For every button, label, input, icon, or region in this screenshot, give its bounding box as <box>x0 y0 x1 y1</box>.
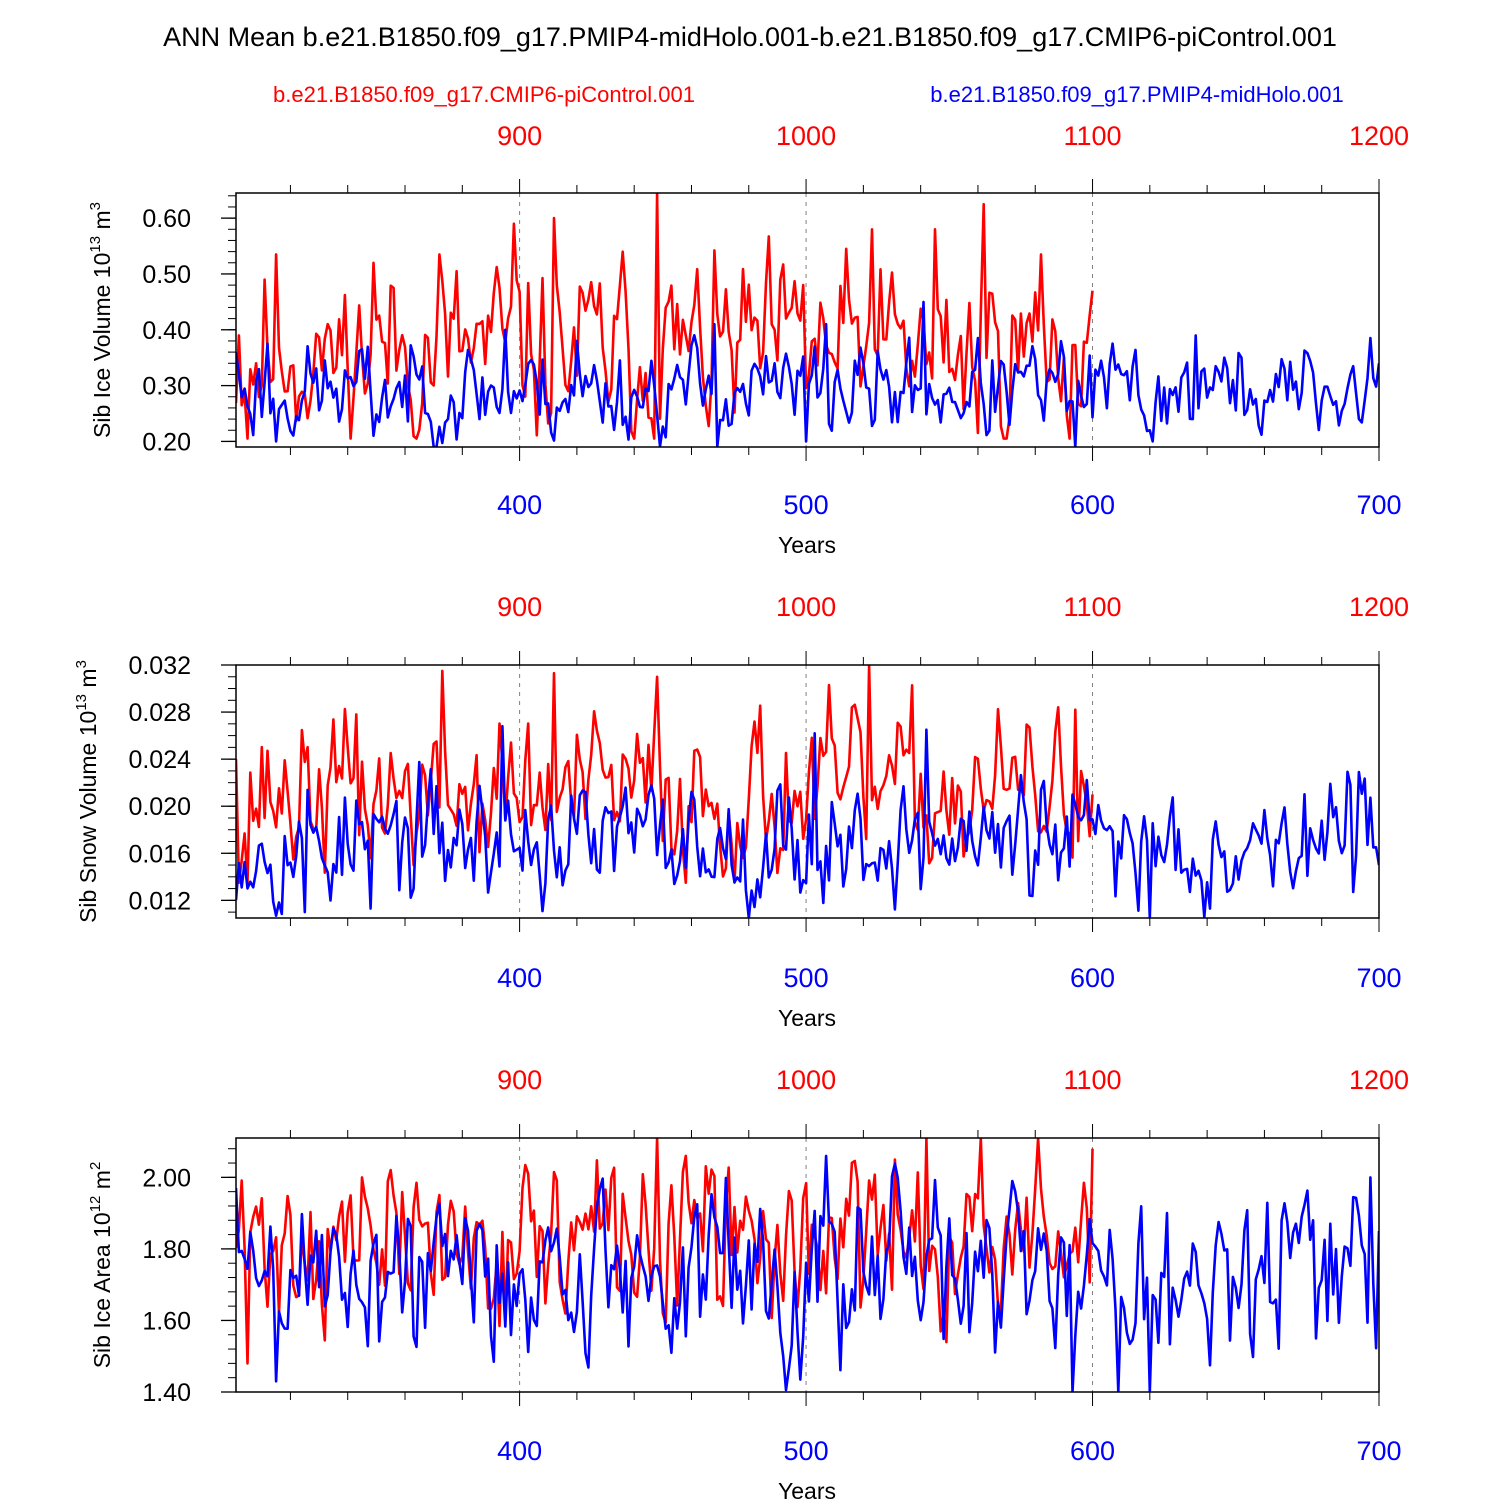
y-axis-label-main: Sib Ice Volume 10 <box>89 253 115 438</box>
y-axis-label-exponent: 12 <box>87 1196 104 1213</box>
x-tick-label-bottom: 500 <box>784 963 829 993</box>
y-axis-label-main: Sib Ice Area 10 <box>89 1212 115 1368</box>
panels: 0.20 0.30 0.40 0.50 0.60 400 900 500 1000 600 1100… <box>73 121 1409 1500</box>
y-tick-label: 0.020 <box>128 793 191 821</box>
y-tick-label: 0.028 <box>128 699 191 727</box>
y-tick-label: 0.016 <box>128 840 191 868</box>
y-axis-label-unit-exponent: 3 <box>87 202 104 210</box>
panel-1: 0.20 0.30 0.40 0.50 0.60 400 900 500 1000 600 1100… <box>87 121 1409 558</box>
x-tick-label-top: 1000 <box>776 1065 836 1095</box>
x-tick-label-top: 900 <box>497 1065 542 1095</box>
y-axis-label: Sib Ice Volume 1013 m3 <box>87 202 115 438</box>
y-tick-label: 0.012 <box>128 887 191 915</box>
y-tick-label: 0.032 <box>128 652 191 680</box>
x-axis-label: Years <box>778 1478 836 1500</box>
y-tick-label: 0.20 <box>142 428 191 456</box>
x-tick-label-top: 1200 <box>1349 121 1409 151</box>
y-tick-label: 1.80 <box>142 1236 191 1264</box>
y-axis-label-unit: m <box>89 210 115 236</box>
series-case-line <box>236 300 1379 447</box>
y-axis-label-unit-exponent: 3 <box>73 660 90 668</box>
panel-3: 1.40 1.60 1.80 2.00 400 900 500 1000 600 1100 700 1… <box>87 1065 1409 1500</box>
y-axis-label: Sib Ice Area 1012 m2 <box>87 1162 115 1369</box>
y-tick-label: 0.50 <box>142 261 191 289</box>
x-axis-label: Years <box>778 532 836 558</box>
x-tick-label-top: 1000 <box>776 121 836 151</box>
series-case-line <box>236 724 1379 918</box>
figure-title: ANN Mean b.e21.B1850.f09_g17.PMIP4-midHo… <box>163 22 1337 52</box>
y-tick-label: 0.30 <box>142 373 191 401</box>
series-ctrl-line <box>236 1138 1094 1365</box>
y-tick-label: 0.60 <box>142 205 191 233</box>
y-axis-label-exponent: 13 <box>87 236 104 253</box>
x-tick-label-bottom: 700 <box>1356 490 1401 520</box>
x-tick-label-bottom: 600 <box>1070 963 1115 993</box>
x-tick-label-top: 1100 <box>1064 1065 1122 1095</box>
plot-frame <box>235 1137 1380 1393</box>
y-tick-label: 0.024 <box>128 746 191 774</box>
y-tick-label: 1.60 <box>142 1307 191 1335</box>
y-axis-label-exponent: 13 <box>73 694 90 711</box>
y-tick-label: 0.40 <box>142 317 191 345</box>
x-tick-label-bottom: 600 <box>1070 490 1115 520</box>
x-tick-label-bottom: 600 <box>1070 1436 1115 1466</box>
legend-ctrl-label: b.e21.B1850.f09_g17.CMIP6-piControl.001 <box>273 82 695 107</box>
x-axis-label: Years <box>778 1005 836 1031</box>
x-tick-label-top: 1100 <box>1064 592 1122 622</box>
x-tick-label-top: 900 <box>497 121 542 151</box>
x-tick-label-top: 900 <box>497 592 542 622</box>
y-axis-label-unit: m <box>89 1170 115 1196</box>
plot-frame <box>235 664 1380 919</box>
series-case-line <box>236 1154 1379 1392</box>
x-tick-label-top: 1000 <box>776 592 836 622</box>
x-tick-label-bottom: 400 <box>497 490 542 520</box>
series-ctrl-line <box>236 193 1094 440</box>
y-tick-label: 1.40 <box>142 1379 191 1407</box>
legend-case-label: b.e21.B1850.f09_g17.PMIP4-midHolo.001 <box>930 82 1343 107</box>
x-tick-label-bottom: 500 <box>784 490 829 520</box>
x-tick-label-bottom: 400 <box>497 1436 542 1466</box>
y-axis-label-unit: m <box>75 668 101 694</box>
y-axis-label-unit-exponent: 2 <box>87 1162 104 1170</box>
x-tick-label-bottom: 500 <box>784 1436 829 1466</box>
x-tick-label-top: 1100 <box>1064 121 1122 151</box>
x-tick-label-bottom: 700 <box>1356 963 1401 993</box>
x-tick-label-bottom: 700 <box>1356 1436 1401 1466</box>
plot-frame <box>235 192 1380 448</box>
x-tick-label-top: 1200 <box>1349 1065 1409 1095</box>
y-axis-label: Sib Snow Volume 1013 m3 <box>73 660 101 923</box>
panel-2: 0.012 0.016 0.020 0.024 0.028 0.032 400 900 500 1… <box>73 592 1409 1031</box>
x-tick-label-top: 1200 <box>1349 592 1409 622</box>
y-tick-label: 2.00 <box>142 1164 191 1192</box>
y-axis-label-main: Sib Snow Volume 10 <box>75 711 101 923</box>
x-tick-label-bottom: 400 <box>497 963 542 993</box>
